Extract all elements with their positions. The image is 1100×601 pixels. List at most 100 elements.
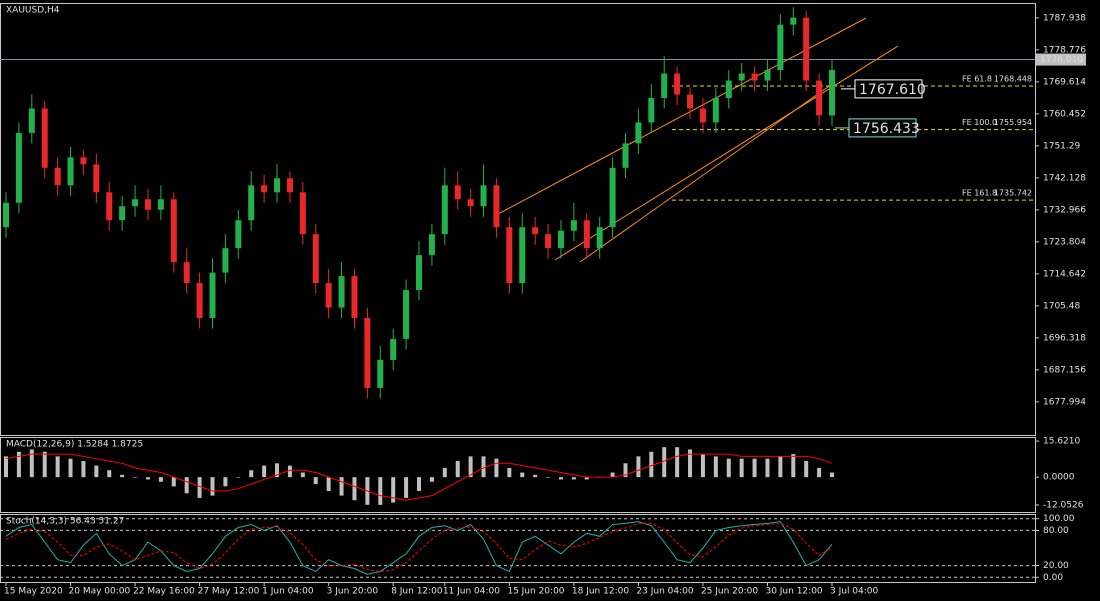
y-tick-label: 1778.776 — [1043, 45, 1086, 55]
histogram-bar — [223, 477, 228, 487]
histogram-bar — [558, 477, 563, 480]
candle-body — [764, 70, 771, 81]
current-price-label: 1776.010 — [1040, 55, 1083, 65]
price-label: 1756.433 — [853, 121, 920, 137]
candle-body — [790, 17, 797, 25]
histogram-bar — [145, 477, 150, 480]
candle-body — [183, 262, 190, 284]
candle-body — [351, 276, 358, 319]
candle-body — [570, 220, 577, 231]
candle-body — [132, 199, 139, 207]
candle-body — [635, 122, 642, 144]
candle-body — [738, 73, 745, 81]
y-tick-label: 0.0000 — [1043, 473, 1075, 483]
candle-body — [377, 359, 384, 388]
candle-body — [15, 132, 22, 203]
candle-body — [725, 80, 732, 98]
candle-body — [3, 202, 9, 228]
candle-body — [622, 143, 629, 168]
price-label-box — [854, 79, 923, 99]
histogram-bar — [442, 467, 447, 478]
candle-body — [170, 199, 177, 263]
indicator-line — [5, 453, 833, 501]
candle-body — [28, 108, 35, 133]
histogram-bar — [726, 458, 731, 478]
candle-body — [209, 272, 216, 319]
current-price-box — [1036, 53, 1086, 66]
x-tick-label: 18 Jun 12:00 — [572, 587, 629, 597]
histogram-bar — [262, 465, 267, 478]
candle-body — [648, 97, 655, 123]
histogram-bar — [520, 472, 525, 478]
histogram-bar — [236, 477, 241, 478]
histogram-bar — [339, 477, 344, 496]
histogram-bar — [546, 477, 551, 478]
x-tick-label: 27 May 12:00 — [198, 587, 260, 597]
histogram-bar — [133, 477, 138, 478]
y-tick-label: 100.00 — [1043, 514, 1075, 524]
candle-body — [235, 220, 242, 249]
symbol-title: XAUUSD,H4 — [6, 6, 60, 16]
histogram-bar — [804, 461, 809, 478]
y-tick-label: 1677.994 — [1043, 397, 1086, 407]
x-tick-label: 1 Jun 04:00 — [262, 587, 314, 597]
histogram-bar — [4, 456, 8, 478]
candle-body — [312, 234, 319, 284]
histogram-bar — [610, 472, 615, 478]
candle-body — [751, 73, 758, 81]
histogram-bar — [404, 477, 409, 498]
histogram-bar — [158, 477, 163, 482]
candle-body — [299, 192, 306, 235]
histogram-bar — [29, 449, 34, 478]
candle-body — [687, 94, 694, 109]
histogram-bar — [81, 461, 86, 478]
x-tick-label: 25 Jun 20:00 — [701, 587, 758, 597]
candle-body — [532, 227, 539, 235]
candle-body — [106, 192, 113, 221]
histogram-bar — [326, 477, 331, 491]
price-panel — [0, 3, 1036, 436]
candle-body — [816, 80, 823, 116]
histogram-bar — [287, 465, 292, 478]
stoch-panel — [0, 514, 1036, 583]
candle-body — [54, 167, 61, 186]
price-label-box — [848, 118, 917, 138]
histogram-bar — [765, 458, 770, 478]
x-tick-label: 11 Jun 04:00 — [443, 587, 500, 597]
candle-body — [712, 97, 719, 123]
histogram-bar — [830, 472, 834, 478]
macd-panel — [0, 437, 1036, 513]
stoch-title: Stoch(14,3,3) 56.43 51.27 — [6, 517, 124, 527]
histogram-bar — [417, 477, 421, 491]
y-tick-label: 20.00 — [1043, 561, 1069, 571]
candle-body — [583, 220, 590, 249]
histogram-bar — [300, 472, 305, 478]
histogram-bar — [623, 463, 628, 478]
candle-body — [480, 185, 487, 207]
candle-body — [222, 248, 229, 273]
candle-body — [609, 167, 616, 228]
histogram-bar — [391, 477, 396, 503]
x-tick-label: 22 May 16:00 — [133, 587, 195, 597]
y-tick-label: -12.0526 — [1043, 500, 1084, 510]
macd-title: MACD(12,26,9) 1.5284 1.8725 — [6, 440, 143, 450]
histogram-bar — [275, 463, 280, 478]
candle-body — [390, 338, 397, 360]
indicator-line — [5, 521, 833, 575]
y-tick-label: 1751.29 — [1043, 141, 1080, 151]
x-tick-label: 3 Jun 20:00 — [327, 587, 379, 597]
histogram-bar — [120, 474, 125, 478]
fibo-value: 1755.954 — [994, 118, 1032, 127]
panel-frames — [0, 3, 1036, 583]
x-tick-label: 8 Jun 12:00 — [391, 587, 443, 597]
x-tick-label: 15 Jun 20:00 — [507, 587, 564, 597]
histogram-bar — [584, 477, 589, 480]
trend-line — [579, 81, 836, 263]
candle-body — [416, 255, 422, 291]
y-tick-label: 1687.156 — [1043, 365, 1086, 375]
candle-body — [493, 185, 500, 228]
histogram-bar — [817, 467, 822, 478]
histogram-bar — [507, 467, 512, 478]
